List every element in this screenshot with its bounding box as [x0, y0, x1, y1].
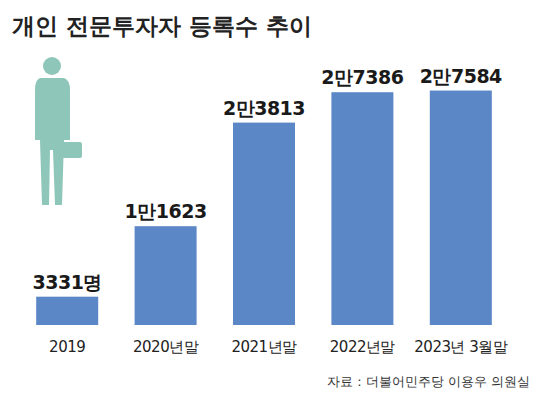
data-label: 1만1623 [125, 200, 207, 222]
x-tick-label: 2022년말 [330, 338, 396, 356]
data-label: 3331명 [33, 271, 102, 293]
chart-svg: 개인 전문투자자 등록수 추이 3331명 1만1623 2만3813 2만7386 2만… [0, 0, 540, 399]
icon-body [35, 78, 70, 205]
data-label: 2만3813 [223, 97, 305, 119]
icon-briefcase [62, 142, 82, 158]
x-axis: 2019 2020년말 2021년말 2022년말 2023년 3월말 [49, 338, 508, 356]
data-label: 2만7386 [321, 66, 403, 88]
icon-head [43, 57, 61, 75]
bar [331, 92, 393, 325]
data-labels: 3331명 1만1623 2만3813 2만7386 2만7584 [33, 65, 503, 293]
bar [233, 123, 295, 325]
person-icon [35, 57, 82, 205]
x-tick-label: 2019 [49, 338, 85, 356]
bar [430, 91, 492, 325]
data-label: 2만7584 [420, 65, 502, 87]
bars [36, 91, 492, 325]
x-tick-label: 2020년말 [133, 338, 199, 356]
source: 자료 : 더불어민주당 이용우 의원실 [327, 374, 530, 389]
bar [135, 226, 197, 325]
background [0, 0, 540, 399]
chart-container: 개인 전문투자자 등록수 추이 3331명 1만1623 2만3813 2만7386 2만… [0, 0, 540, 399]
title: 개인 전문투자자 등록수 추이 [12, 13, 312, 39]
x-tick-label: 2023년 3월말 [414, 338, 507, 356]
x-tick-label: 2021년말 [231, 338, 297, 356]
bar [36, 297, 98, 325]
